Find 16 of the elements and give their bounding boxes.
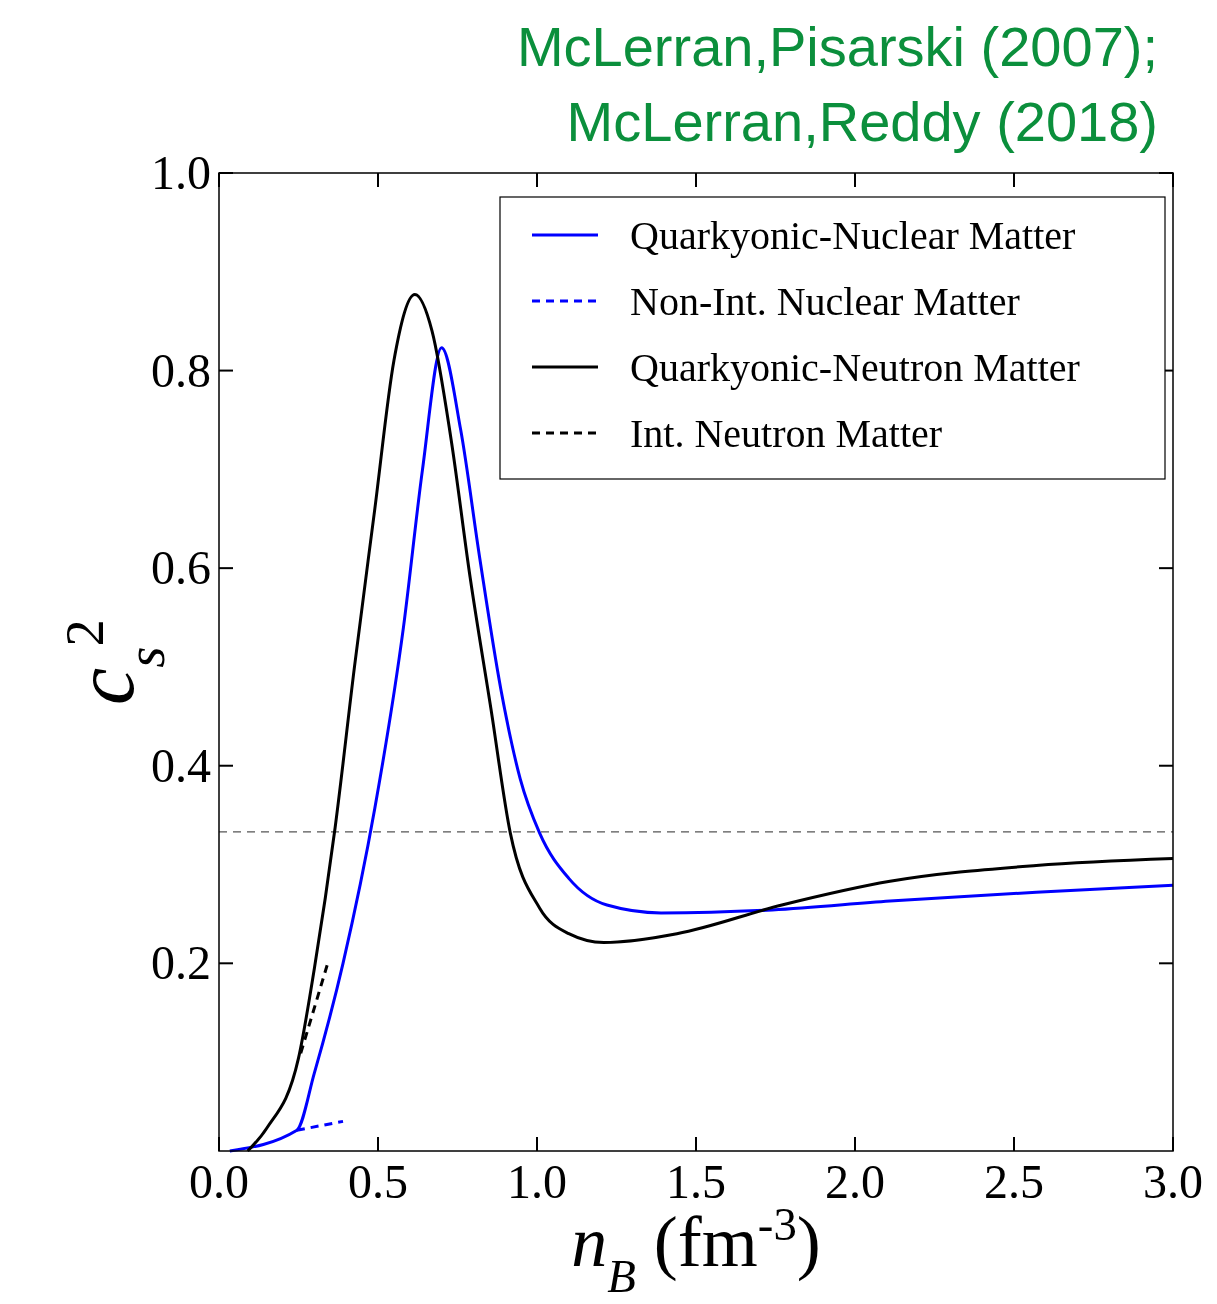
x-tick-label: 3.0 <box>1143 1155 1203 1208</box>
y-tick-label: 0.8 <box>151 343 211 397</box>
x-tick-label: 2.0 <box>825 1155 885 1208</box>
x-tick-label: 1.0 <box>507 1155 567 1208</box>
y-tick-label: 0.4 <box>151 738 211 792</box>
chart-title: McLerran,Pisarski (2007); McLerran,Reddy (2018) <box>516 15 1158 153</box>
legend-label: Quarkyonic-Nuclear Matter <box>630 213 1076 258</box>
y-tick-label: 1.0 <box>151 146 211 199</box>
x-tick-label: 2.5 <box>984 1155 1044 1208</box>
legend-label: Non-Int. Nuclear Matter <box>630 279 1020 324</box>
y-tick-label: 0.2 <box>151 936 211 990</box>
legend-label: Int. Neutron Matter <box>630 411 943 456</box>
x-tick-label: 0.0 <box>189 1155 249 1208</box>
legend-label: Quarkyonic-Neutron Matter <box>630 345 1080 390</box>
x-tick-label: 0.5 <box>348 1155 408 1208</box>
y-tick-label: 0.6 <box>151 541 211 595</box>
